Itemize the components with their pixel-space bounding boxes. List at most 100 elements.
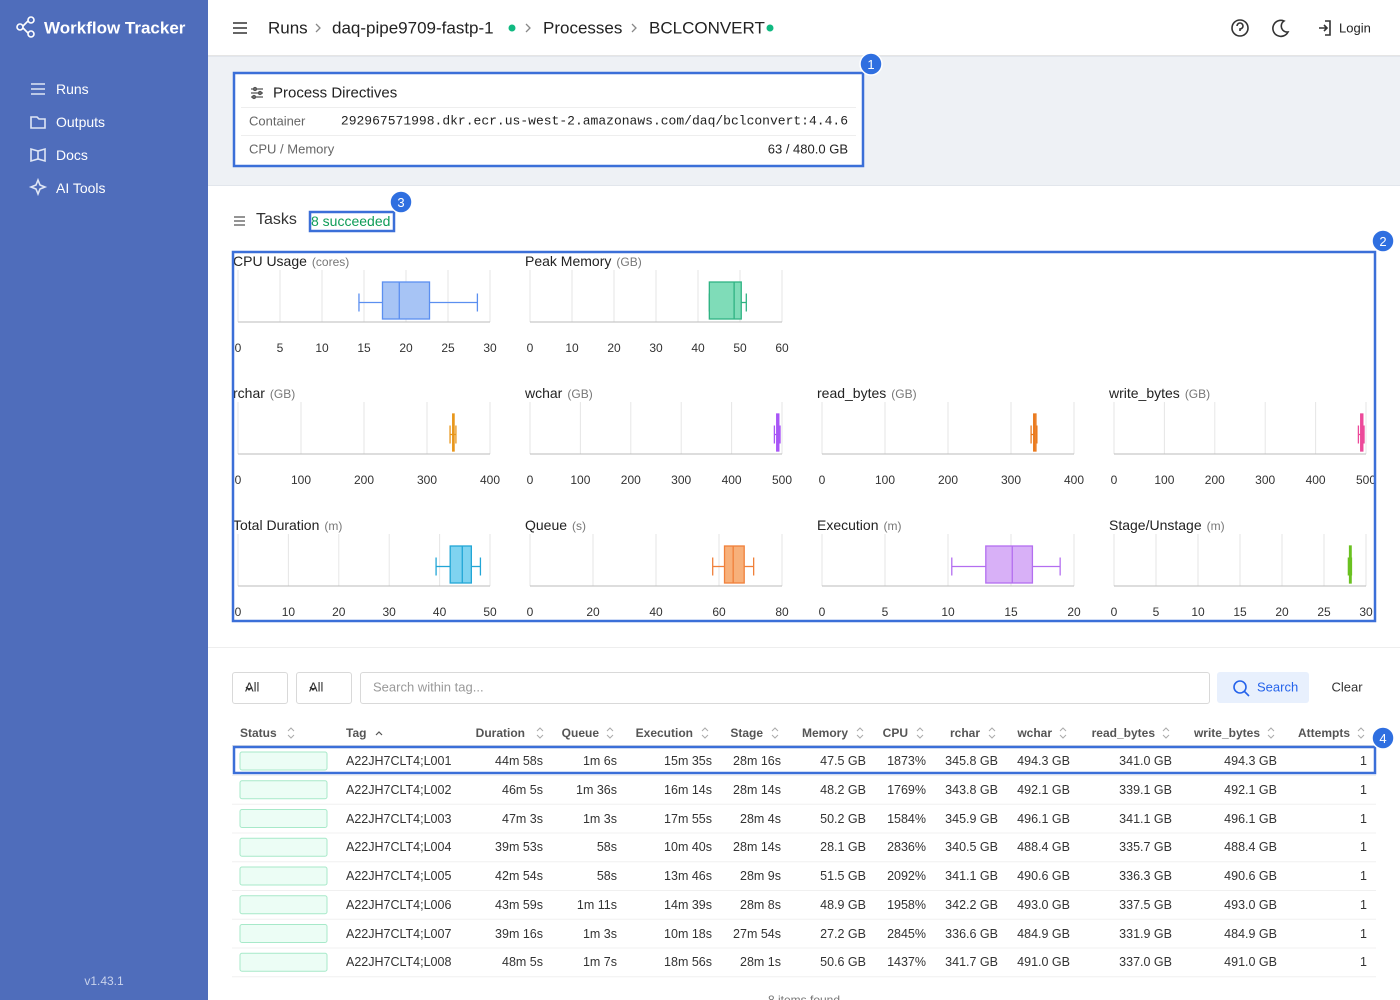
column-header[interactable]: Stage xyxy=(730,726,763,740)
breadcrumb[interactable]: daq-pipe9709-fastp-1 xyxy=(332,18,494,38)
cell: 340.5 GB xyxy=(945,840,998,854)
x-tick-label: 5 xyxy=(276,341,284,355)
chart-title: Peak Memory xyxy=(525,253,612,269)
column-header[interactable]: Memory xyxy=(801,726,848,740)
cell: 1873% xyxy=(887,753,926,768)
cell: 1m 11s xyxy=(576,897,617,912)
cell: 341.1 GB xyxy=(945,868,998,883)
column-header[interactable]: Attempts xyxy=(1297,726,1350,740)
column-header[interactable]: Duration xyxy=(475,726,525,740)
task-tag[interactable]: A22JH7CLT4;L007 xyxy=(346,926,452,941)
task-tag[interactable]: A22JH7CLT4;L001 xyxy=(346,753,452,768)
breadcrumb[interactable]: Processes xyxy=(543,18,623,38)
search-button[interactable] xyxy=(1217,672,1309,703)
column-header[interactable]: rchar xyxy=(949,726,980,740)
search-input[interactable] xyxy=(360,672,1210,704)
column-header[interactable]: CPU xyxy=(882,726,908,740)
x-tick-label: 50 xyxy=(733,341,747,355)
x-tick-label: 40 xyxy=(432,605,447,619)
annotation-box xyxy=(308,210,396,233)
task-tag[interactable]: A22JH7CLT4;L002 xyxy=(346,782,452,797)
directive-value: 292967571998.dkr.ecr.us-west-2.amazonaws… xyxy=(340,113,848,129)
cell: 341.0 GB xyxy=(1119,753,1172,768)
breadcrumb[interactable]: Runs xyxy=(268,18,308,38)
box xyxy=(449,545,473,584)
cell: 1m 7s xyxy=(582,955,617,969)
status-badge[interactable]: 8 succeeded xyxy=(311,213,391,229)
x-tick-label: 300 xyxy=(671,473,692,487)
cell: 493.0 GB xyxy=(1224,897,1277,912)
cell: 28m 9s xyxy=(740,868,781,883)
directive-label: CPU / Memory xyxy=(249,141,335,157)
nav-item[interactable]: Outputs xyxy=(56,114,106,130)
x-tick-label: 80 xyxy=(775,605,789,619)
x-tick-label: 10 xyxy=(281,605,296,619)
column-header[interactable]: write_bytes xyxy=(1193,726,1260,740)
cell: 48.2 GB xyxy=(820,782,866,797)
x-tick-label: 0 xyxy=(526,341,534,355)
task-tag[interactable]: A22JH7CLT4;L008 xyxy=(346,955,452,969)
x-tick-label: 200 xyxy=(1204,473,1225,487)
cell: 1m 3s xyxy=(582,811,617,826)
x-tick-label: 60 xyxy=(775,341,789,355)
x-tick-label: 20 xyxy=(399,341,413,355)
sort-icon xyxy=(1267,727,1275,739)
cell: 1 xyxy=(1360,753,1367,768)
cell: 1 xyxy=(1360,782,1367,797)
select-caret xyxy=(245,686,317,691)
cell: 39m 16s xyxy=(495,926,543,941)
cell: 16m 14s xyxy=(664,782,712,797)
cell: 345.9 GB xyxy=(945,811,998,826)
column-header[interactable]: Tag xyxy=(346,726,367,740)
sidebar xyxy=(0,0,208,1000)
chart-unit: (cores) xyxy=(311,255,350,269)
cell: 341.7 GB xyxy=(945,955,998,969)
cell: 336.3 GB xyxy=(1119,868,1172,883)
column-header[interactable]: Execution xyxy=(635,726,693,740)
nav-item[interactable]: Runs xyxy=(56,81,89,97)
status-badge xyxy=(239,895,328,915)
clear-button[interactable]: Clear xyxy=(1331,679,1363,695)
x-tick-label: 300 xyxy=(1255,473,1276,487)
task-tag[interactable]: A22JH7CLT4;L005 xyxy=(346,868,452,883)
cell: 1958% xyxy=(887,897,926,912)
column-header[interactable]: Status xyxy=(240,726,277,740)
cell: 58s xyxy=(596,840,617,854)
cell: 492.1 GB xyxy=(1224,782,1277,797)
login-button[interactable]: Login xyxy=(1339,20,1371,36)
x-tick-label: 0 xyxy=(526,605,534,619)
cell: 43m 59s xyxy=(495,897,543,912)
column-header[interactable]: Queue xyxy=(561,726,599,740)
section-title: Tasks xyxy=(256,211,297,228)
task-tag[interactable]: A22JH7CLT4;L003 xyxy=(346,811,452,826)
type-select[interactable] xyxy=(296,672,352,704)
x-tick-label: 500 xyxy=(1355,473,1377,487)
x-tick-label: 100 xyxy=(290,473,312,487)
chart-title: write_bytes xyxy=(1109,385,1180,401)
nav-item[interactable]: Docs xyxy=(56,147,88,163)
x-tick-label: 20 xyxy=(1067,605,1081,619)
sort-icon xyxy=(1357,727,1365,739)
chart-title: CPU Usage xyxy=(233,253,307,269)
cell: 28m 4s xyxy=(740,811,781,826)
cell: 493.0 GB xyxy=(1017,897,1070,912)
column-header[interactable]: wchar xyxy=(1017,726,1052,740)
chart-title: Queue xyxy=(525,517,568,533)
chart-unit: (GB) xyxy=(1184,387,1211,401)
nav-item[interactable]: AI Tools xyxy=(56,180,106,196)
x-tick-label: 40 xyxy=(649,605,663,619)
status-select[interactable] xyxy=(232,672,288,704)
annotation-box xyxy=(232,71,865,168)
search-icon xyxy=(1233,680,1250,697)
sort-icon xyxy=(375,731,383,736)
column-header[interactable]: read_bytes xyxy=(1091,726,1155,740)
sort-icon xyxy=(536,727,544,739)
status-badge xyxy=(239,780,328,800)
cell: 1m 3s xyxy=(582,926,617,941)
task-tag[interactable]: A22JH7CLT4;L004 xyxy=(346,840,452,854)
task-tag[interactable]: A22JH7CLT4;L006 xyxy=(346,897,452,912)
directive-value: 63 / 480.0 GB xyxy=(767,141,848,157)
x-tick-label: 15 xyxy=(1233,605,1247,619)
cell: 341.1 GB xyxy=(1119,811,1172,826)
